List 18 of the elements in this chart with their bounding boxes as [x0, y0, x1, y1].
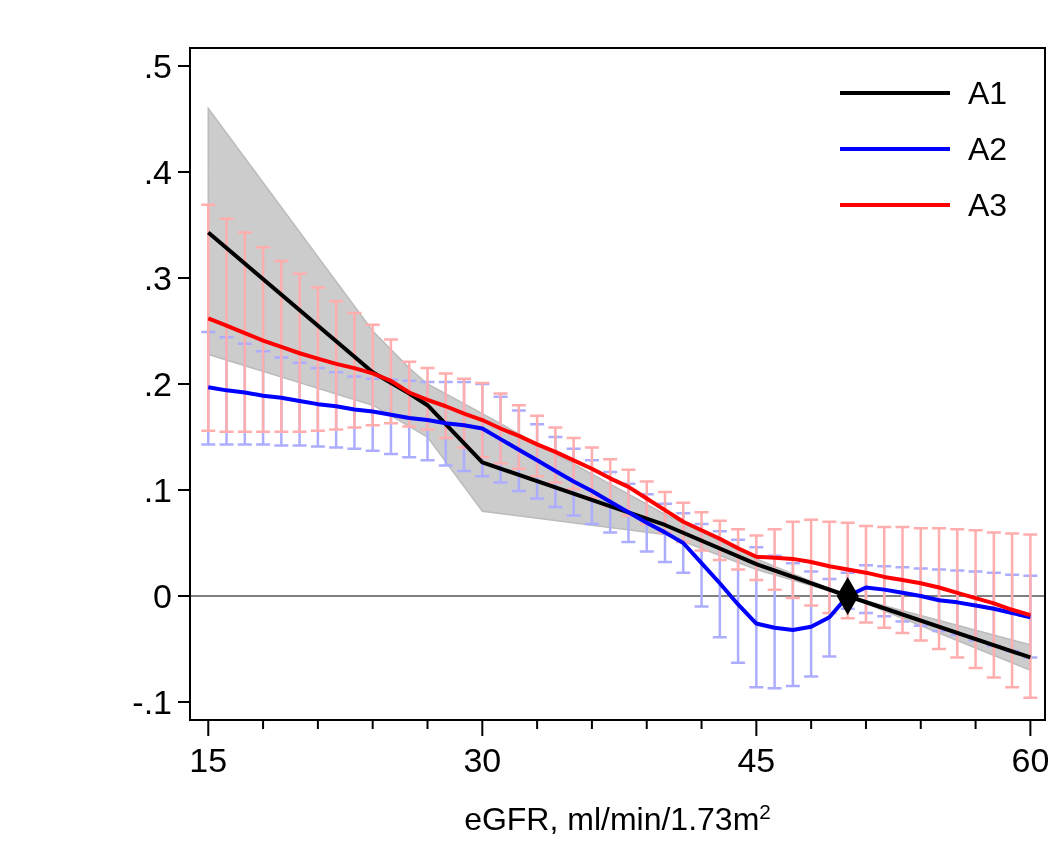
- y-tick-label: 0: [153, 576, 172, 615]
- y-tick-label: .5: [143, 47, 172, 86]
- y-tick-label: .3: [143, 259, 172, 298]
- line-series: [206, 316, 1033, 618]
- legend-label: A1: [968, 75, 1008, 111]
- y-tick-label: .4: [143, 153, 172, 192]
- y-tick-label: .1: [143, 470, 172, 509]
- y-tick-label: -.1: [132, 682, 172, 721]
- legend-label: A2: [968, 131, 1008, 167]
- x-tick-label: 60: [1011, 741, 1050, 779]
- x-axis-title: eGFR, ml/min/1.73m$^{2}$: [464, 799, 771, 837]
- line-series: [206, 230, 1033, 660]
- x-tick-label: 30: [463, 741, 502, 779]
- x-tick-label: 45: [737, 741, 776, 779]
- legend-label: A3: [968, 187, 1008, 223]
- x-tick-label: 15: [189, 741, 228, 779]
- line-series: [206, 385, 1033, 632]
- y-tick-label: .2: [143, 365, 172, 403]
